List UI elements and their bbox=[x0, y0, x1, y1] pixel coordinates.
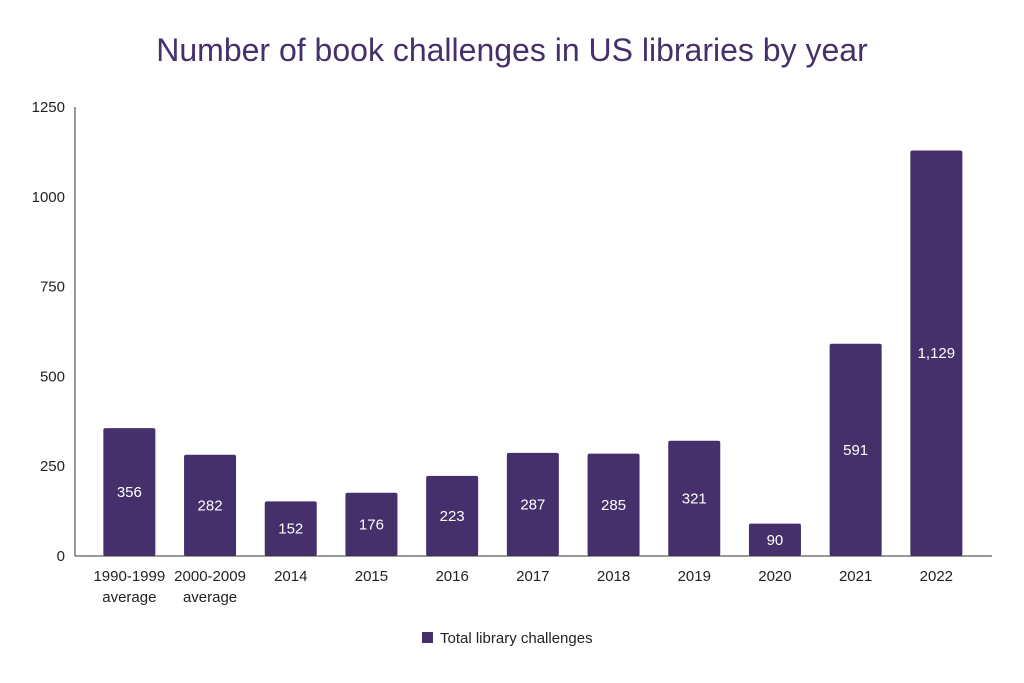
bar-value-label: 287 bbox=[520, 496, 545, 513]
bar bbox=[910, 150, 963, 556]
x-tick-label: 2020 bbox=[758, 568, 791, 585]
y-tick-label: 1000 bbox=[32, 189, 65, 206]
y-tick-label: 1250 bbox=[32, 99, 65, 116]
chart-title: Number of book challenges in US librarie… bbox=[156, 32, 868, 68]
bar bbox=[264, 501, 317, 556]
bar bbox=[506, 452, 559, 556]
x-tick-label: 1990-1999 bbox=[93, 568, 165, 585]
bar bbox=[829, 343, 882, 556]
x-tick-label: 2016 bbox=[435, 568, 468, 585]
bar bbox=[587, 453, 640, 556]
bar-value-label: 176 bbox=[359, 516, 384, 533]
x-tick-label: 2014 bbox=[274, 568, 307, 585]
bar-value-label: 591 bbox=[843, 442, 868, 459]
legend: Total library challenges bbox=[422, 630, 593, 647]
bars-group bbox=[103, 150, 963, 556]
bar-value-label: 90 bbox=[767, 532, 784, 549]
bar bbox=[345, 492, 398, 556]
bar-value-label: 285 bbox=[601, 497, 626, 514]
bar-value-label: 321 bbox=[682, 490, 707, 507]
y-tick-label: 500 bbox=[40, 368, 65, 385]
x-tick-label: 2015 bbox=[355, 568, 388, 585]
bar bbox=[103, 428, 156, 556]
bar bbox=[748, 523, 801, 556]
x-tick-label: 2018 bbox=[597, 568, 630, 585]
bar-value-label: 223 bbox=[440, 508, 465, 525]
y-tick-label: 250 bbox=[40, 458, 65, 475]
x-tick-label: 2019 bbox=[678, 568, 711, 585]
legend-swatch bbox=[422, 632, 433, 643]
x-tick-label: 2022 bbox=[920, 568, 953, 585]
bar bbox=[184, 454, 237, 556]
bar bbox=[426, 475, 479, 556]
y-axis-tick-labels: 0 250 500 750 1000 1250 bbox=[32, 99, 65, 565]
bar-value-label: 152 bbox=[278, 521, 303, 538]
x-tick-label: 2017 bbox=[516, 568, 549, 585]
x-tick-label: 2021 bbox=[839, 568, 872, 585]
bar-value-labels: 356 282 152 176 223 287 285 321 90 591 1,129 bbox=[117, 345, 955, 549]
x-tick-label: average bbox=[102, 589, 156, 606]
x-tick-label: 2000-2009 bbox=[174, 568, 246, 585]
bar-value-label: 282 bbox=[198, 497, 223, 514]
x-tick-label: average bbox=[183, 589, 237, 606]
bar-value-label: 1,129 bbox=[918, 345, 956, 362]
legend-label: Total library challenges bbox=[440, 630, 593, 647]
x-axis-tick-labels: 1990-1999 average 2000-2009 average 2014 2015… bbox=[93, 568, 953, 606]
y-tick-label: 750 bbox=[40, 279, 65, 296]
bar-value-label: 356 bbox=[117, 484, 142, 501]
y-tick-label: 0 bbox=[57, 548, 65, 565]
bar bbox=[668, 440, 721, 556]
